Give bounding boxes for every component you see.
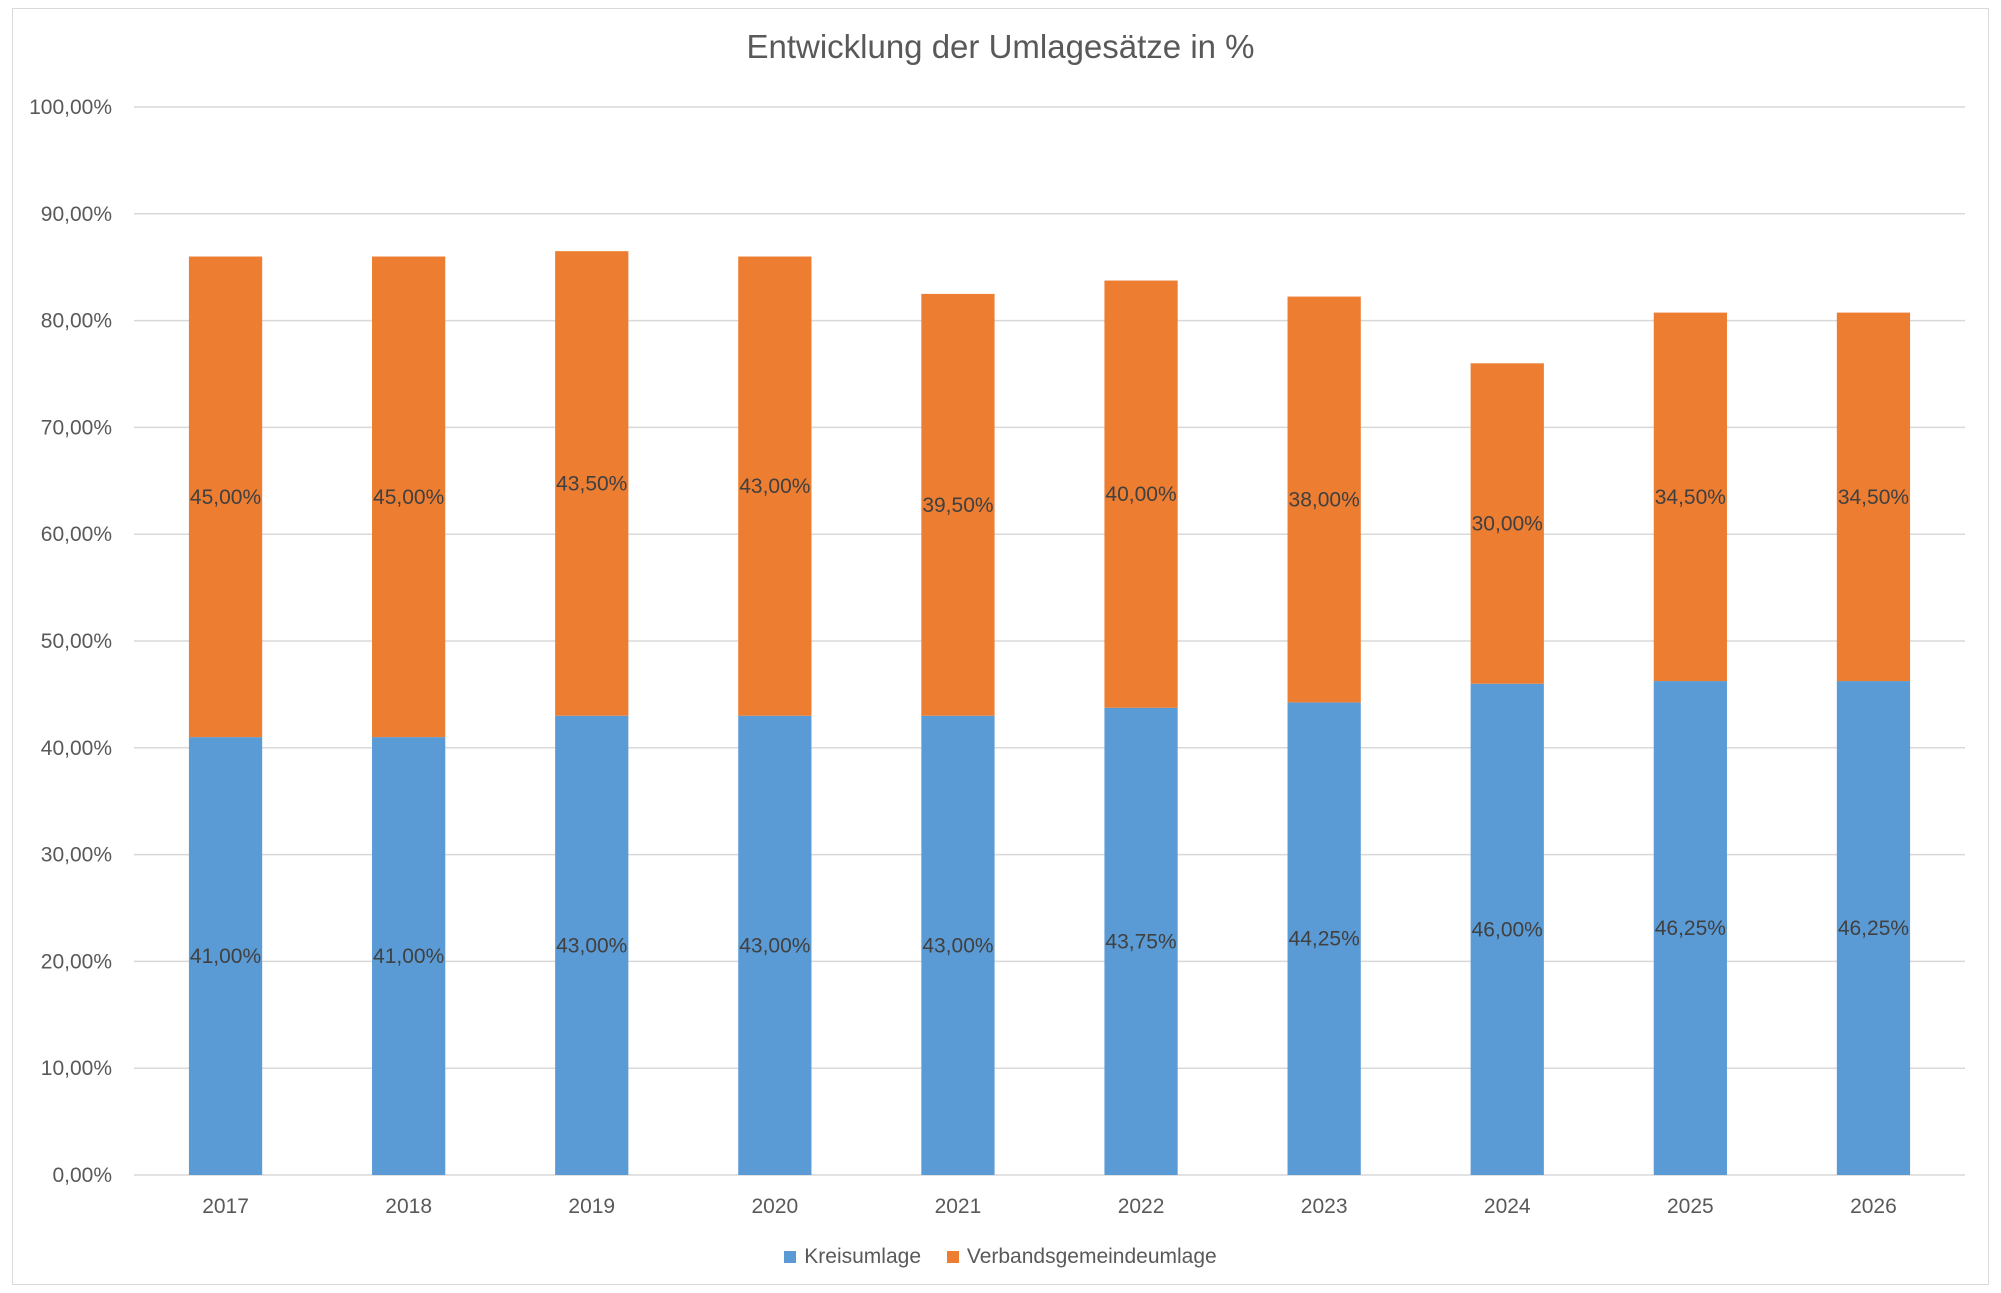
bar-kreisumlage	[1836, 681, 1911, 1175]
legend-swatch-verbandsgemeindeumlage	[946, 1251, 959, 1263]
x-tick-label: 2018	[385, 1195, 432, 1218]
data-label: 38,00%	[1289, 488, 1360, 511]
bar-kreisumlage	[738, 715, 812, 1175]
bar-kreisumlage	[188, 737, 263, 1175]
data-labels: 41,00% 45,00% 41,00% 45,00% 43,00% 43,50% 43,0…	[190, 472, 1909, 968]
x-tick-label: 2022	[1118, 1195, 1165, 1218]
data-label: 43,75%	[1105, 930, 1176, 953]
data-label: 34,50%	[1838, 486, 1909, 509]
bar-kreisumlage	[1470, 683, 1544, 1175]
chart-title: Entwicklung der Umlagesätze in %	[746, 28, 1255, 65]
bar-verbandsgemeindeumlage	[555, 251, 629, 716]
y-tick-label: 100,00%	[29, 96, 112, 119]
data-label: 34,50%	[1655, 486, 1726, 509]
bar-kreisumlage	[1104, 707, 1178, 1175]
bar-verbandsgemeindeumlage	[372, 256, 446, 738]
y-tick-label: 80,00%	[41, 310, 112, 333]
bar-verbandsgemeindeumlage	[1836, 312, 1911, 682]
data-label: 43,00%	[556, 934, 627, 957]
bar-kreisumlage	[921, 715, 995, 1175]
y-tick-label: 0,00%	[52, 1164, 112, 1187]
x-tick-label: 2020	[751, 1195, 798, 1218]
data-label: 30,00%	[1472, 513, 1543, 536]
bar-verbandsgemeindeumlage	[921, 293, 995, 716]
legend: Kreisumlage Verbandsgemeindeumlage	[0, 1245, 2001, 1269]
data-label: 43,00%	[922, 934, 993, 957]
bar-kreisumlage	[1287, 702, 1361, 1175]
legend-swatch-kreisumlage	[784, 1251, 797, 1263]
data-label: 45,00%	[190, 486, 261, 509]
data-label: 41,00%	[190, 945, 261, 968]
bar-kreisumlage	[372, 737, 446, 1175]
legend-label-kreisumlage: Kreisumlage	[804, 1245, 922, 1268]
data-label: 39,50%	[922, 494, 993, 517]
y-axis: 0,00% 10,00% 20,00% 30,00% 40,00% 50,00% 60,00…	[29, 96, 112, 1187]
data-label: 45,00%	[373, 486, 444, 509]
y-tick-label: 70,00%	[41, 416, 112, 439]
legend-item-verbandsgemeindeumlage: Verbandsgemeindeumlage	[946, 1245, 1217, 1269]
x-tick-label: 2021	[935, 1195, 982, 1218]
bar-verbandsgemeindeumlage	[1287, 296, 1361, 703]
x-axis: 2017 2018 2019 2020 2021 2022 2023 2024 2025 2026	[202, 1195, 1897, 1218]
y-tick-label: 20,00%	[41, 950, 112, 973]
x-tick-label: 2025	[1667, 1195, 1714, 1218]
data-label: 43,00%	[739, 934, 810, 957]
y-tick-label: 50,00%	[41, 630, 112, 653]
bar-verbandsgemeindeumlage	[188, 256, 263, 738]
legend-label-verbandsgemeindeumlage: Verbandsgemeindeumlage	[966, 1245, 1217, 1268]
x-tick-label: 2023	[1301, 1195, 1348, 1218]
bars	[188, 251, 1911, 1175]
x-tick-label: 2017	[202, 1195, 249, 1218]
data-label: 43,00%	[739, 475, 810, 498]
y-tick-label: 40,00%	[41, 737, 112, 760]
data-label: 46,25%	[1838, 917, 1909, 940]
bar-verbandsgemeindeumlage	[1104, 280, 1178, 708]
x-tick-label: 2026	[1850, 1195, 1897, 1218]
bar-kreisumlage	[1653, 681, 1727, 1175]
y-tick-label: 90,00%	[41, 203, 112, 226]
bar-verbandsgemeindeumlage	[1470, 363, 1544, 684]
x-tick-label: 2024	[1484, 1195, 1531, 1218]
data-label: 40,00%	[1105, 483, 1176, 506]
y-tick-label: 10,00%	[41, 1057, 112, 1080]
x-tick-label: 2019	[568, 1195, 615, 1218]
bar-kreisumlage	[555, 715, 629, 1175]
data-label: 46,00%	[1472, 918, 1543, 941]
bar-verbandsgemeindeumlage	[738, 256, 812, 716]
data-label: 44,25%	[1289, 928, 1360, 951]
data-label: 43,50%	[556, 472, 627, 495]
y-tick-label: 60,00%	[41, 523, 112, 546]
legend-item-kreisumlage: Kreisumlage	[784, 1245, 921, 1269]
data-label: 41,00%	[373, 945, 444, 968]
bar-verbandsgemeindeumlage	[1653, 312, 1727, 682]
data-label: 46,25%	[1655, 917, 1726, 940]
y-tick-label: 30,00%	[41, 844, 112, 867]
